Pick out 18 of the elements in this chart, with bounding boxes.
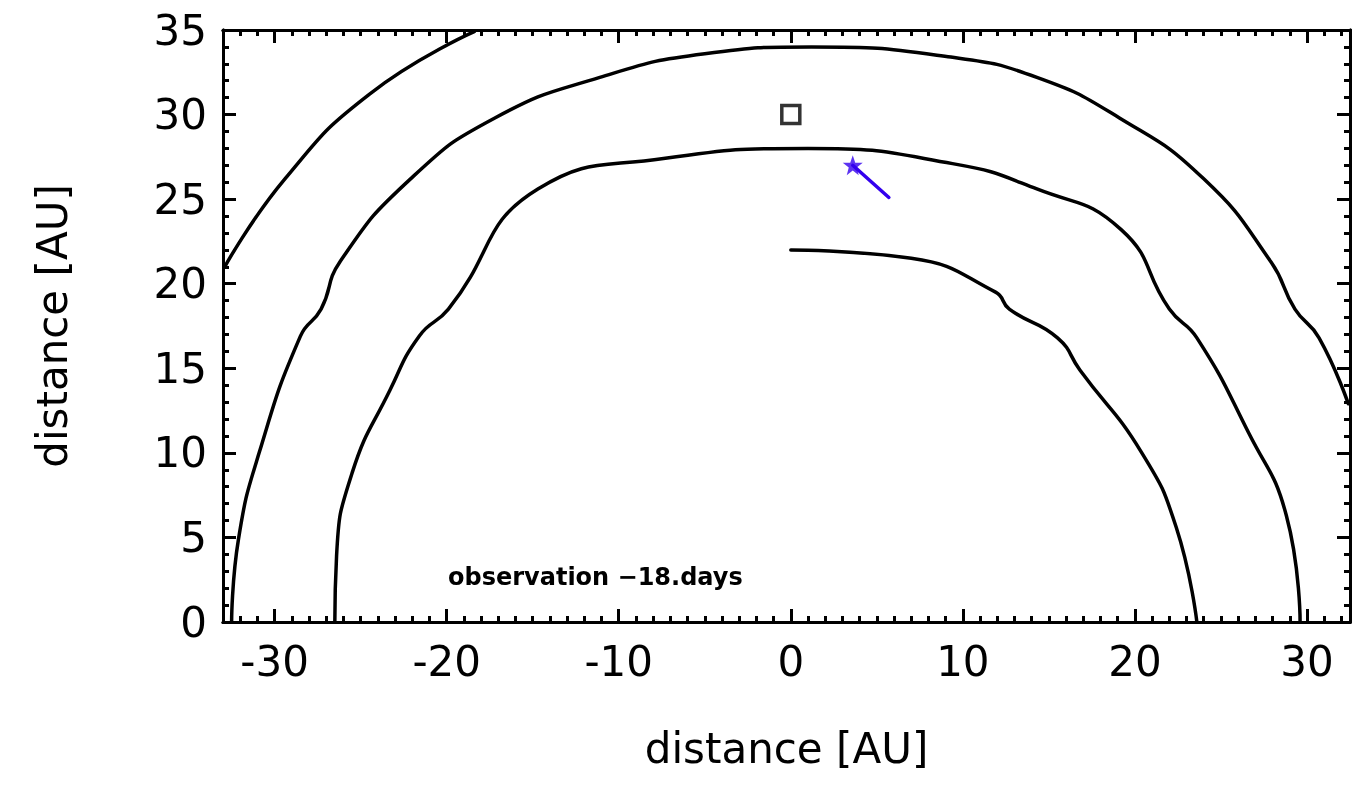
annotation: observation −18.days bbox=[448, 563, 743, 591]
x-tick-label: 10 bbox=[936, 636, 990, 686]
x-tick-label: -30 bbox=[240, 636, 309, 686]
x-axis-title: distance [AU] bbox=[644, 723, 929, 773]
y-tick-label: 5 bbox=[180, 512, 207, 562]
x-tick-label: -10 bbox=[584, 636, 654, 686]
y-tick-label: 15 bbox=[153, 343, 207, 393]
y-tick-label: 25 bbox=[153, 174, 207, 224]
y-tick-label: 30 bbox=[153, 90, 207, 140]
y-tick-label: 35 bbox=[153, 5, 207, 55]
x-tick-label: 20 bbox=[1108, 636, 1162, 686]
x-tick-label: 30 bbox=[1280, 636, 1334, 686]
y-axis-title: distance [AU] bbox=[27, 184, 77, 468]
y-tick-label: 10 bbox=[153, 428, 207, 478]
y-tick-label: 0 bbox=[180, 597, 207, 647]
x-tick-label: 0 bbox=[777, 636, 805, 686]
y-tick-label: 20 bbox=[153, 259, 207, 309]
x-tick-label: -20 bbox=[412, 636, 481, 686]
